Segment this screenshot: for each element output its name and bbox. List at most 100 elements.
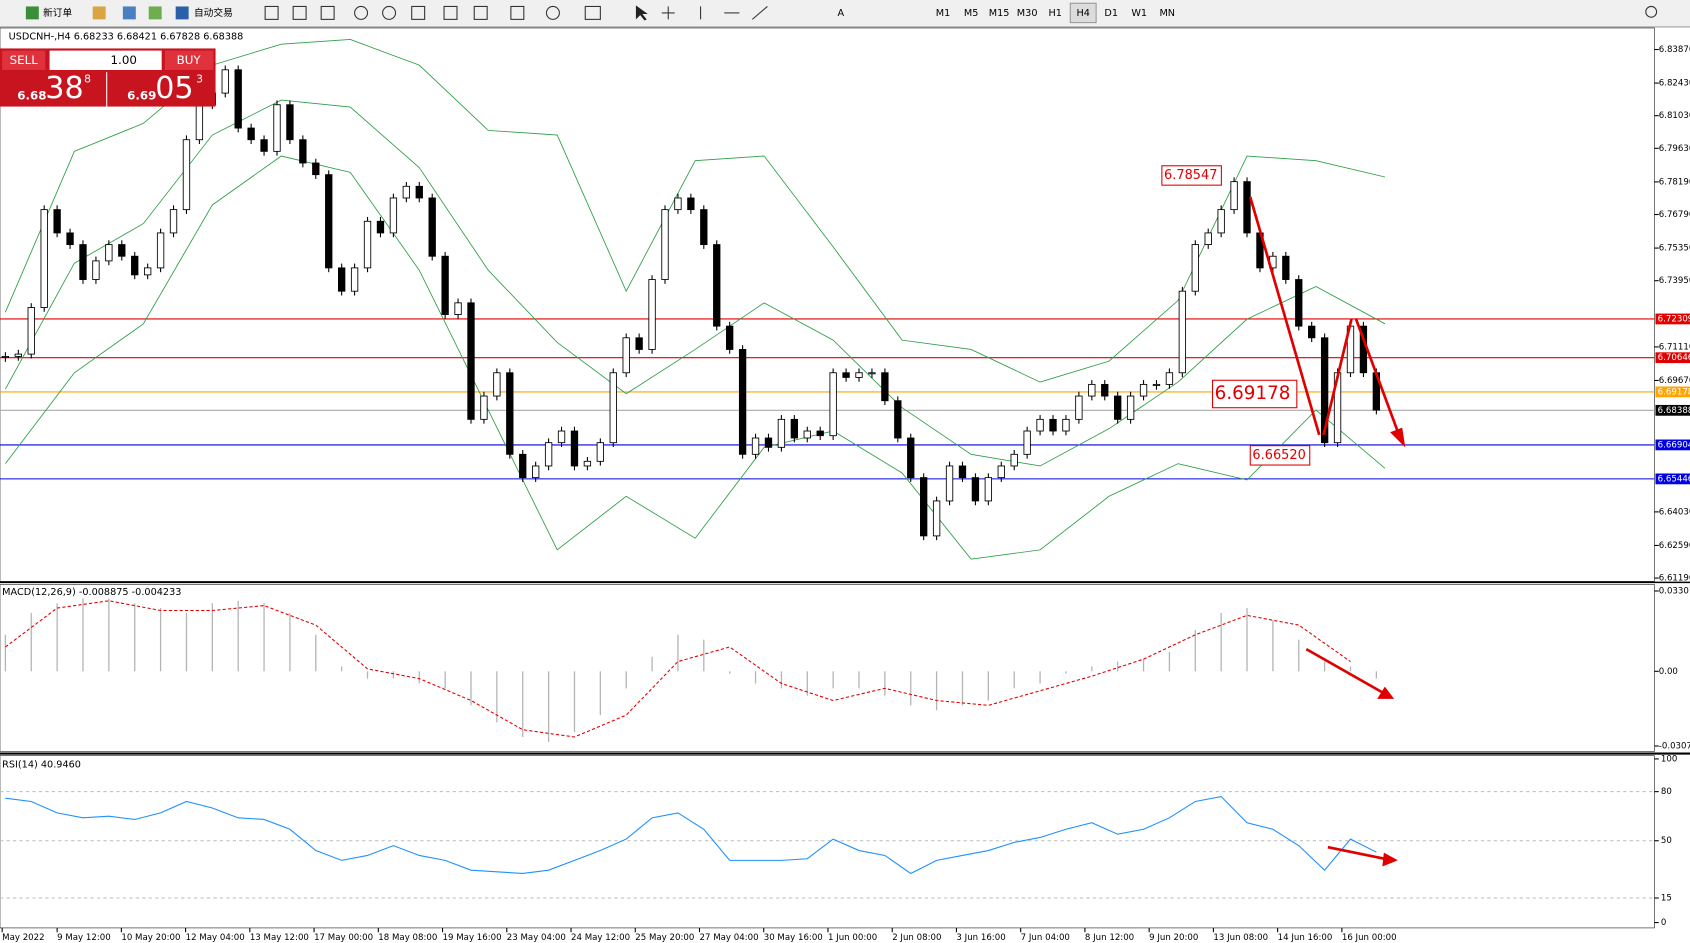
price-level-label: 6.65446 (1658, 474, 1690, 484)
price-tick-label: 6.71110 (1659, 342, 1690, 352)
candle (1062, 418, 1070, 432)
lot-value[interactable]: 1.00 (111, 53, 137, 67)
icon[interactable] (443, 5, 458, 20)
time-label: 24 May 12:00 (571, 933, 630, 943)
candle (609, 372, 617, 444)
timeframe[interactable]: M15 (989, 8, 1010, 19)
trendline[interactable] (751, 6, 768, 20)
candle (428, 197, 436, 257)
zoom-out[interactable] (382, 5, 397, 20)
candle (1139, 383, 1148, 397)
timeframe[interactable]: M30 (1017, 8, 1038, 19)
candle (27, 307, 35, 355)
candle (1191, 244, 1199, 292)
candle (1126, 395, 1135, 420)
buy-label[interactable]: BUY (177, 53, 202, 67)
timeframe[interactable]: M5 (964, 8, 979, 19)
candle (945, 465, 954, 502)
candle (1036, 418, 1044, 432)
price-level-tag (1655, 386, 1690, 398)
candle (273, 104, 281, 152)
timeframe[interactable]: H1 (1048, 8, 1061, 19)
time-label: 7 Jun 04:00 (1021, 933, 1070, 943)
icon[interactable] (92, 6, 106, 20)
text-tool[interactable]: A (837, 8, 844, 19)
candle (40, 209, 48, 308)
icon[interactable] (148, 6, 162, 20)
rsi-tick-label: 15 (1661, 894, 1672, 904)
timeframe[interactable]: D1 (1104, 8, 1118, 19)
candle (532, 465, 540, 479)
candle (700, 209, 708, 246)
candle (350, 267, 359, 292)
icon[interactable] (473, 5, 488, 20)
candle (1088, 383, 1096, 397)
candle (312, 162, 320, 176)
candle (415, 185, 423, 199)
candle (661, 209, 669, 280)
candle (894, 400, 902, 439)
candle (454, 302, 462, 315)
auto-trading[interactable]: 自动交易 (194, 6, 233, 19)
timeframe[interactable]: M1 (936, 8, 951, 19)
icon[interactable] (292, 5, 307, 20)
annotation: 6.78547 (1164, 168, 1217, 183)
new-order[interactable]: 新订单 (43, 6, 72, 19)
time-label: 19 May 16:00 (443, 933, 502, 943)
timeframe[interactable]: MN (1159, 8, 1175, 19)
lot-input[interactable] (49, 50, 162, 70)
zoom-in[interactable] (354, 5, 369, 20)
ask-sup: 3 (196, 73, 203, 86)
candle (195, 104, 204, 141)
price-tick-label: 6.83870 (1659, 45, 1690, 55)
candle (493, 372, 501, 397)
arrow (1305, 647, 1385, 695)
sell-button[interactable] (2, 50, 46, 70)
icon[interactable] (584, 5, 601, 20)
auto-trading-icon[interactable] (175, 6, 189, 20)
candle (971, 477, 980, 502)
candle (1230, 181, 1238, 211)
bollinger-lower (5, 155, 1386, 560)
sell-label[interactable]: SELL (10, 53, 39, 67)
icon[interactable] (411, 5, 426, 20)
icon[interactable] (545, 5, 560, 20)
icon[interactable] (510, 5, 525, 20)
timeframe[interactable]: H4 (1076, 8, 1089, 19)
candle (713, 244, 721, 327)
time-label: 10 May 20:00 (121, 933, 180, 943)
price-tick-label: 6.81030 (1659, 111, 1690, 121)
icon[interactable] (264, 5, 279, 20)
cursor-tool[interactable] (635, 5, 648, 21)
time-label: 9 May 12:00 (57, 933, 111, 943)
symbol-info: USDCNH-,H4 6.68233 6.68421 6.67828 6.683… (9, 32, 244, 43)
time-label: 13 Jun 08:00 (1213, 933, 1268, 943)
bid-main: 38 (45, 71, 83, 106)
price-level-tag (1655, 352, 1690, 364)
price-tick-label: 6.78190 (1659, 177, 1690, 187)
rsi-tick-label: 0 (1661, 918, 1666, 928)
macd-signal (5, 600, 1351, 738)
candle (105, 244, 113, 262)
candle (803, 430, 811, 439)
candle (182, 139, 191, 211)
price-tick-label: 6.76790 (1659, 210, 1690, 220)
icon[interactable] (320, 5, 335, 20)
candle (764, 437, 773, 448)
arrow (1327, 845, 1387, 861)
candle (726, 325, 734, 350)
buy-button[interactable] (164, 50, 214, 70)
new-order-icon[interactable] (25, 6, 39, 20)
ask-big: 6.69 (127, 88, 156, 102)
candle (1101, 383, 1109, 397)
price-level-tag (1655, 473, 1690, 485)
annotation: 6.69178 (1215, 383, 1291, 404)
candle (570, 430, 579, 467)
candle (738, 349, 747, 455)
search[interactable] (1645, 5, 1658, 18)
macd-tick-label: 0.00 (1659, 667, 1678, 677)
icon[interactable] (122, 6, 136, 20)
candle (544, 442, 553, 467)
timeframe[interactable]: W1 (1131, 8, 1147, 19)
